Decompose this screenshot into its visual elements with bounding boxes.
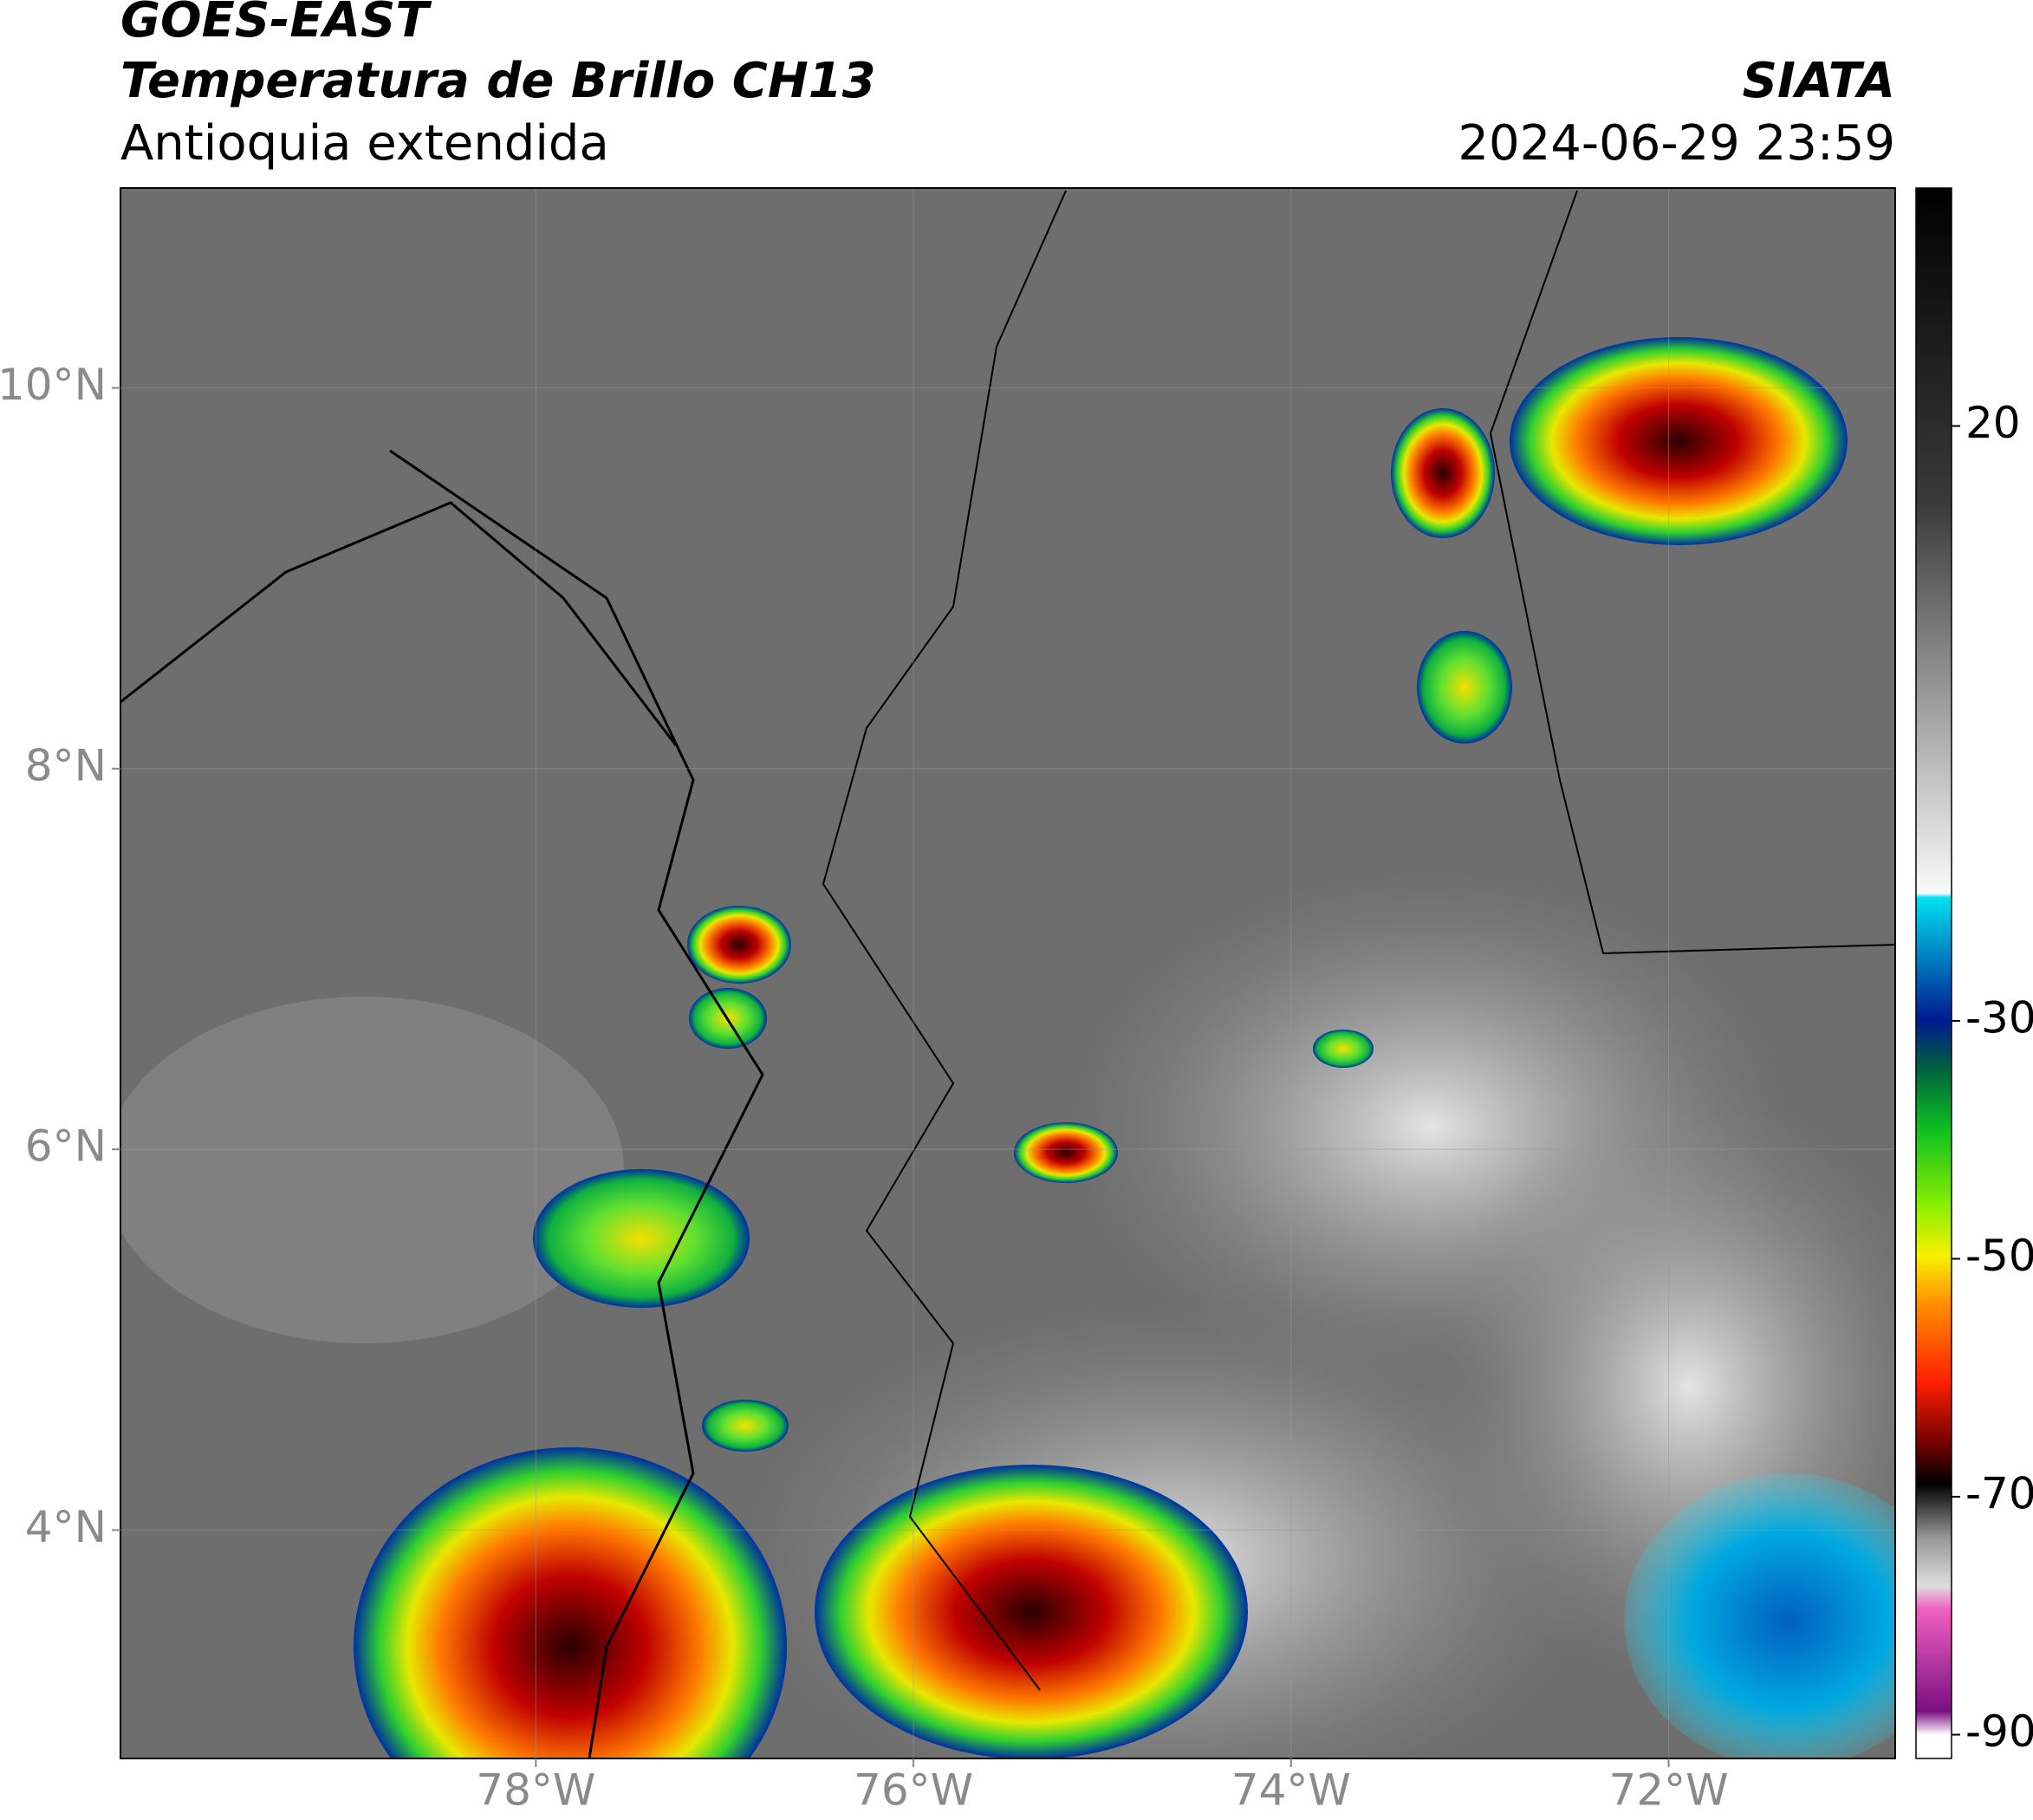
storm-cell: [1391, 408, 1495, 538]
colorbar: [1915, 187, 1952, 1759]
source: SIATA: [1743, 53, 1895, 109]
lat-tick-label: 4°N: [25, 1502, 107, 1552]
lat-tick-label: 10°N: [0, 360, 107, 410]
map-frame: [120, 187, 1896, 1759]
grid: [120, 188, 1895, 1758]
storm-cell: [533, 1169, 750, 1308]
colorbar-tick-label: -30: [1965, 992, 2033, 1043]
colorbar-tick-label: -50: [1965, 1231, 2033, 1281]
title: GOES-EAST: [120, 0, 432, 49]
datetime: 2024-06-29 23:59: [1458, 115, 1895, 172]
lat-tick-label: 6°N: [25, 1121, 107, 1172]
storm-cell: [1417, 631, 1512, 744]
storm-cell: [702, 1400, 789, 1452]
storm-cell: [354, 1447, 787, 1758]
subtitle: Temperatura de Brillo CH13: [120, 53, 876, 109]
storm-cell: [1510, 337, 1848, 545]
lon-tick-label: 76°W: [854, 1765, 973, 1816]
coastline: [120, 501, 678, 746]
lon-tick-label: 74°W: [1231, 1765, 1351, 1816]
lon-tick-label: 72°W: [1609, 1765, 1729, 1816]
region: Antioquia extendida: [120, 115, 609, 172]
storm-cell: [687, 906, 791, 984]
storm-cell: [1624, 1473, 1895, 1758]
map-imagery: [120, 188, 1895, 1758]
border: [1489, 190, 1895, 955]
colorbar-tick-label: -90: [1965, 1706, 2033, 1757]
storm-cell: [1014, 1122, 1118, 1183]
colorbar-tick-label: 20: [1965, 398, 2021, 448]
coastline: [389, 449, 764, 1758]
lon-tick-label: 78°W: [476, 1765, 595, 1816]
cloud: [120, 997, 624, 1343]
storm-cell: [815, 1465, 1248, 1758]
storm-cell: [1313, 1030, 1374, 1068]
border: [822, 190, 1067, 1691]
colorbar-tick-label: -70: [1965, 1469, 2033, 1519]
lat-tick-label: 8°N: [25, 740, 107, 790]
